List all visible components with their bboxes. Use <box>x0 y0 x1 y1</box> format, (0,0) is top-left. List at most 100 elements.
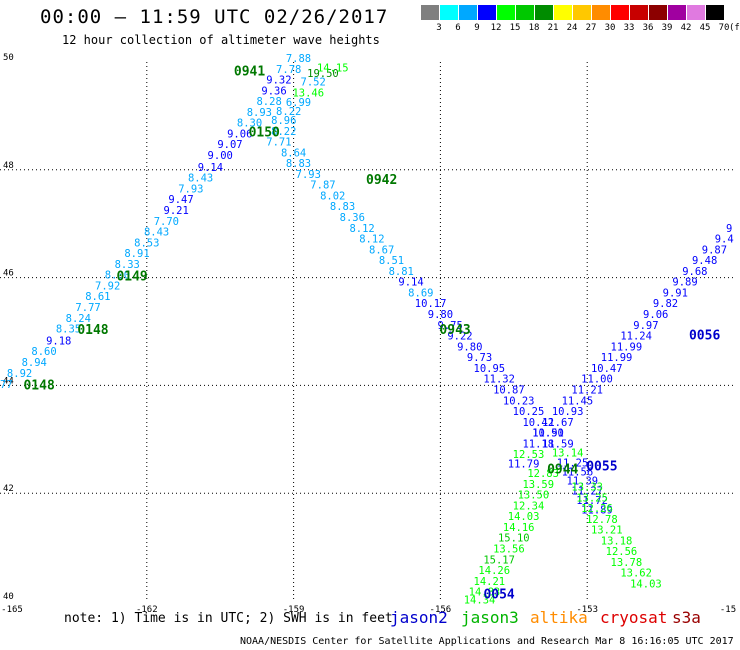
data-point-label: 13.62 <box>620 568 652 580</box>
data-point-label: 9.89 <box>672 277 697 289</box>
data-point-label: 9.80 <box>457 341 482 353</box>
data-point-label: 15.17 <box>483 554 515 566</box>
data-point-label: 13.18 <box>601 535 633 547</box>
data-point-label: 9.91 <box>663 287 688 299</box>
data-point-label: 14.03 <box>508 511 540 523</box>
data-point-label: 7.93 <box>296 169 321 181</box>
pass-time-label: 0942 <box>366 173 397 188</box>
satellite-s3a: s3a <box>672 608 701 627</box>
colorbar-label: 36 <box>642 23 654 33</box>
data-point-label: 11.21 <box>571 384 603 396</box>
data-point-label: 15.10 <box>498 533 530 545</box>
footer-credit: NOAA/NESDIS Center for Satellite Applica… <box>240 636 734 647</box>
data-point-label: 13.33 <box>571 482 603 494</box>
data-point-label: 10.42 <box>522 417 554 429</box>
data-point-label: 9.06 <box>643 309 668 321</box>
colorbar-swatch <box>649 5 667 20</box>
colorbar-swatch <box>687 5 705 20</box>
data-point-label: 11.59 <box>542 438 574 450</box>
colorbar-label: 18 <box>528 23 540 33</box>
data-point-label: 11.32 <box>483 374 515 386</box>
data-point-label: 11.39 <box>567 476 599 488</box>
data-point-label: 8.91 <box>124 248 149 260</box>
data-point-label: 8.22 <box>276 106 301 118</box>
data-point-label: 14.26 <box>478 565 510 577</box>
data-point-label: 14.34 <box>464 595 496 607</box>
data-point-label: 13.78 <box>611 557 643 569</box>
data-point-label: 12.78 <box>586 514 618 526</box>
data-point-label: 11.99 <box>601 352 633 364</box>
colorbar-label: 70 <box>718 23 730 33</box>
data-point-label: 8.43 <box>144 227 169 239</box>
data-point-label: 9.14 <box>198 162 223 174</box>
data-point-label: 6.99 <box>286 97 311 109</box>
pass-time-label: 0941 <box>234 64 265 79</box>
x-tick-label: -15 <box>720 605 736 615</box>
data-point-label: 13.56 <box>493 543 525 555</box>
colorbar-swatch <box>554 5 572 20</box>
data-point-label: 12.56 <box>606 546 638 558</box>
data-point-label: 8.53 <box>134 237 159 249</box>
colorbar-swatch <box>668 5 686 20</box>
data-point-label: 9.47 <box>168 194 193 206</box>
data-point-label: 9.22 <box>447 331 472 343</box>
x-tick-label: -165 <box>1 605 23 615</box>
pass-time-label: 0150 <box>249 125 280 140</box>
data-point-label: 10.47 <box>591 363 623 375</box>
colorbar-label: 33 <box>623 23 635 33</box>
data-point-label: 12.53 <box>513 449 545 461</box>
data-point-label: 7.70 <box>154 216 179 228</box>
data-point-label: 7.77 <box>75 302 100 314</box>
data-point-label: 8.22 <box>271 126 296 138</box>
data-point-label: 8.60 <box>31 346 56 358</box>
pass-time-label: 0055 <box>586 460 617 475</box>
data-point-label: 9.14 <box>398 277 423 289</box>
data-point-label: 8.28 <box>256 96 281 108</box>
chart-subtitle: 12 hour collection of altimeter wave hei… <box>62 33 380 47</box>
data-point-label: 11.50 <box>532 428 564 440</box>
y-tick-label: 40 <box>3 592 14 602</box>
data-point-label: 11.45 <box>562 395 594 407</box>
data-point-label: 9.48 <box>692 255 717 267</box>
data-point-label: 14.21 <box>474 576 506 588</box>
data-point-label: 11.18 <box>522 438 554 450</box>
data-point-label: 8.33 <box>115 259 140 271</box>
satellite-jason3: jason3 <box>461 608 519 627</box>
data-point-label: 10.87 <box>493 384 525 396</box>
pass-time-label: 0148 <box>23 379 54 394</box>
y-tick-label: 50 <box>3 53 14 63</box>
x-tick-label: -162 <box>136 605 158 615</box>
colorbar-label: 27 <box>585 23 597 33</box>
colorbar-label: 39 <box>661 23 673 33</box>
data-point-label: 8.02 <box>320 190 345 202</box>
data-point-label: 11.89 <box>581 505 613 517</box>
colorbar-swatch <box>630 5 648 20</box>
data-point-label: 11.25 <box>557 457 589 469</box>
colorbar-label: 45 <box>699 23 711 33</box>
data-point-label: 11.27 <box>571 485 603 497</box>
data-point-label: 8.36 <box>340 212 365 224</box>
data-point-label: 7.78 <box>276 64 301 76</box>
data-point-label: 14.03 <box>630 579 662 591</box>
data-point-label: 13.50 <box>518 490 550 502</box>
colorbar-swatch <box>497 5 515 20</box>
satellite-altika: altika <box>530 608 588 627</box>
data-point-label: 8.12 <box>349 223 374 235</box>
colorbar-label: 12 <box>490 23 502 33</box>
data-point-label: 14.83 <box>469 587 501 599</box>
data-point-label: 9.80 <box>428 309 453 321</box>
y-tick-label: 42 <box>3 484 14 494</box>
data-point-label: 13.46 <box>292 87 324 99</box>
data-point-label: 9.21 <box>164 205 189 217</box>
data-point-label: 9.18 <box>46 335 71 347</box>
y-tick-label: 44 <box>3 376 14 386</box>
x-tick-label: -156 <box>430 605 452 615</box>
data-point-label: 8.96 <box>271 115 296 127</box>
data-point-label: 8.81 <box>389 266 414 278</box>
data-point-label: 8.12 <box>359 234 384 246</box>
data-point-label: 9.06 <box>227 128 252 140</box>
data-point-label: 13.14 <box>552 448 584 460</box>
colorbar-label: 42 <box>680 23 692 33</box>
pass-time-label: 0056 <box>689 329 720 344</box>
